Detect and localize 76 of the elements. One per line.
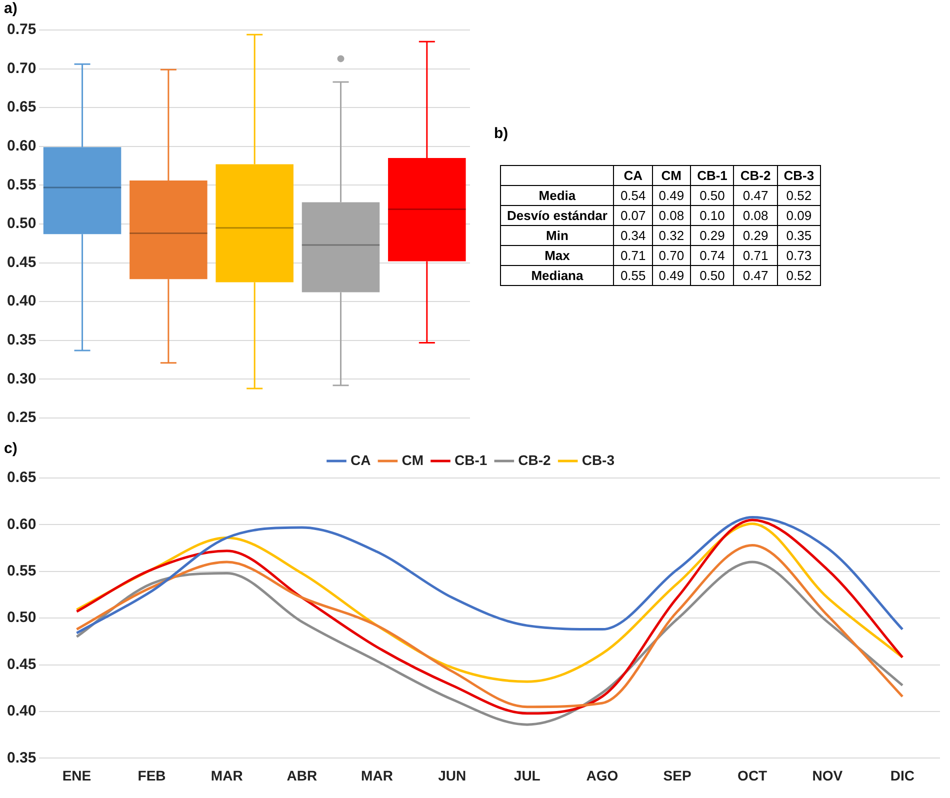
y-tick-label: 0.70: [6, 60, 36, 77]
category-label: Min: [546, 228, 568, 243]
text: 0.52: [786, 188, 812, 203]
y-tick-label: 0.75: [6, 21, 36, 38]
x-tick-label: MAR: [361, 767, 393, 784]
text: 0.34: [620, 228, 646, 243]
x-tick-label: JUN: [438, 767, 466, 784]
x-tick-label: DIC: [890, 767, 915, 784]
text: 0.08: [742, 208, 768, 223]
text: 0.73: [786, 248, 812, 263]
text: 0.29: [742, 228, 768, 243]
text: 0.49: [658, 188, 684, 203]
category-label: CA: [614, 166, 652, 186]
text: 0.49: [658, 268, 684, 283]
category-label: Max: [544, 248, 570, 263]
x-tick-label: ABR: [286, 767, 318, 784]
x-tick-label: OCT: [738, 767, 768, 784]
y-tick-label: 0.60: [6, 516, 36, 533]
text: 0.08: [658, 208, 684, 223]
text: b): [494, 125, 508, 142]
text: 0.50: [700, 268, 725, 283]
legend-label: CB-2: [518, 452, 552, 468]
text: 0.55: [620, 268, 646, 283]
y-tick-label: 0.35: [6, 332, 36, 349]
category-label: CB-2: [734, 166, 778, 186]
text: 0.71: [742, 248, 768, 263]
line-series: [75, 544, 904, 708]
category-label: Desvío estándar: [507, 208, 608, 223]
y-tick-label: 0.45: [6, 656, 36, 673]
y-tick-label: 0.65: [6, 469, 36, 486]
y-tick-label: 0.55: [6, 176, 36, 194]
category-label: CB-3: [777, 166, 821, 186]
category-label: CB-1: [690, 166, 734, 186]
y-tick-label: 0.45: [6, 254, 36, 271]
text: 0.54: [620, 188, 646, 203]
y-tick-label: 0.55: [6, 562, 36, 580]
text: 0.29: [700, 228, 725, 243]
y-tick-label: 0.25: [6, 409, 36, 426]
x-tick-label: FEB: [138, 767, 166, 784]
x-tick-label: ENE: [62, 767, 92, 784]
x-tick-label: MAR: [210, 767, 243, 784]
category-label: CM: [652, 166, 691, 186]
text: 0.52: [786, 268, 812, 283]
x-tick-label: SEP: [663, 767, 692, 784]
y-tick-label: 0.50: [6, 215, 36, 232]
y-tick-label: 0.60: [6, 138, 36, 155]
legend-label: CB-3: [582, 452, 615, 468]
y-tick-label: 0.30: [6, 370, 36, 388]
text: 0.47: [742, 268, 768, 283]
text: 0.50: [700, 188, 725, 203]
text: 0.10: [700, 208, 725, 223]
y-tick-label: 0.40: [6, 702, 36, 720]
legend-label: CA: [350, 452, 371, 468]
y-tick-label: 0.40: [6, 292, 36, 310]
chart-title: c): [4, 440, 18, 457]
category-label: Mediana: [531, 268, 584, 283]
legend-label: CM: [402, 452, 424, 468]
y-tick-label: 0.50: [6, 609, 36, 626]
line-series: [75, 518, 904, 715]
legend-label: CB-1: [454, 452, 488, 468]
chart-title: a): [4, 0, 18, 17]
x-tick-label: JUL: [514, 767, 541, 784]
category-label: Media: [538, 188, 576, 203]
y-tick-label: 0.65: [6, 98, 36, 116]
line-series: [75, 516, 904, 634]
text: 0.35: [786, 228, 812, 243]
y-tick-label: 0.35: [6, 749, 36, 766]
text: 0.70: [658, 248, 684, 263]
text: 0.74: [700, 248, 725, 263]
x-tick-label: NOV: [812, 767, 844, 784]
text: 0.07: [620, 208, 646, 223]
text: 0.71: [620, 248, 646, 263]
x-tick-label: AGO: [586, 767, 618, 784]
text: 0.32: [658, 228, 684, 243]
text: 0.47: [742, 188, 768, 203]
text: 0.09: [786, 208, 812, 223]
